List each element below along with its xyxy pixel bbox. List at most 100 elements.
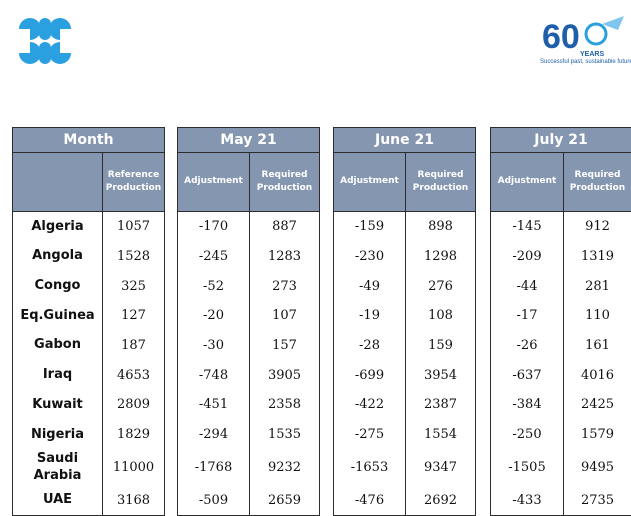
- reference-cell: 187: [121, 338, 146, 354]
- anniversary-logo: 60 YEARS: [540, 12, 630, 72]
- may-adjustment-cell: -294: [198, 427, 229, 443]
- june-adjustment-cell: -699: [354, 367, 385, 383]
- reference-cell: 1057: [116, 219, 151, 235]
- may-required-cell: 2358: [267, 397, 302, 413]
- country-cell: UAE: [42, 492, 73, 508]
- july-adjustment-cell: -250: [512, 427, 542, 443]
- reference-cell: 3168: [116, 492, 151, 508]
- may-required-cell: 3905: [267, 367, 302, 383]
- june-adjustment-cell: -476: [354, 492, 385, 508]
- july-required-cell: 912: [585, 219, 610, 235]
- country-cell: Algeria: [31, 218, 84, 234]
- june-header: June 21: [334, 128, 475, 153]
- may-required-cell: 9232: [267, 460, 302, 475]
- july-adjustment-cell: -209: [512, 249, 542, 265]
- may-panel: May 21 Adjustment Required Production -1…: [177, 127, 320, 516]
- may-required-header: Required Production: [249, 153, 319, 211]
- anniversary-number: 60: [542, 18, 580, 56]
- reference-panel: Month Reference Production Algeria Angola…: [12, 127, 165, 516]
- may-required-cell: 1283: [267, 249, 302, 265]
- july-adjustment-cell: -145: [512, 219, 542, 235]
- anniversary-word: YEARS: [580, 51, 604, 58]
- country-column: Algeria Angola Congo Eq.Guinea Gabon Iraq Kuwa…: [13, 212, 102, 515]
- may-adjustment-cell: -30: [203, 338, 224, 354]
- may-adjustment-cell: -509: [198, 492, 229, 508]
- may-header: May 21: [178, 128, 319, 153]
- june-adjustment-cell: -28: [359, 338, 380, 354]
- country-cell: Iraq: [42, 367, 73, 383]
- may-adjustment-column: -170 -245 -52 -20 -30 -748 -451 -294 -1768 -509: [178, 212, 249, 515]
- reference-cell: 1528: [116, 249, 151, 265]
- may-adjustment-cell: -245: [198, 249, 229, 265]
- country-cell: Eq.Guinea: [20, 307, 95, 323]
- june-required-cell: 3954: [423, 367, 458, 383]
- reference-production-header: Reference Production: [102, 153, 164, 211]
- july-required-cell: 1579: [580, 427, 615, 443]
- june-required-cell: 276: [428, 278, 453, 294]
- may-adjustment-cell: -1768: [194, 460, 233, 475]
- july-required-cell: 1319: [580, 249, 615, 265]
- country-cell: Congo: [34, 278, 81, 294]
- july-required-cell: 2735: [580, 492, 615, 508]
- reference-cell: 2809: [116, 397, 151, 413]
- june-required-column: 898 1298 276 108 159 3954 2387 1554 9347 2692: [405, 212, 475, 516]
- may-required-column: 887 1283 273 107 157 3905 2358 1535 9232 2659: [249, 212, 319, 516]
- country-cell: Kuwait: [32, 396, 83, 412]
- may-required-cell: 107: [272, 308, 297, 324]
- may-required-cell: 887: [272, 219, 297, 235]
- country-cell: Saudi Arabia: [33, 451, 82, 483]
- june-adjustment-cell: -275: [354, 427, 385, 443]
- july-adjustment-column: -145 -209 -44 -17 -26 -637 -384 -250 -1505 -433: [491, 212, 563, 515]
- june-adjustment-cell: -1653: [350, 460, 389, 475]
- june-adjustment-header: Adjustment: [340, 176, 399, 187]
- july-required-column: 912 1319 281 110 161 4016 2425 1579 9495 2735: [563, 212, 631, 516]
- country-cell: Angola: [32, 248, 83, 264]
- june-required-cell: 1298: [423, 249, 458, 265]
- reference-cell: 1829: [116, 427, 151, 443]
- july-required-cell: 4016: [580, 367, 615, 383]
- june-required-cell: 1554: [423, 427, 458, 443]
- june-required-cell: 159: [428, 338, 453, 354]
- july-adjustment-header: Adjustment: [497, 176, 557, 187]
- july-panel: July 21 Adjustment Required Production -…: [490, 127, 631, 516]
- june-adjustment-cell: -230: [354, 249, 385, 265]
- july-adjustment-cell: -384: [512, 397, 542, 413]
- july-required-cell: 161: [585, 338, 610, 354]
- july-adjustment-cell: -26: [516, 338, 538, 354]
- may-required-cell: 2659: [267, 492, 302, 508]
- may-required-cell: 157: [272, 338, 297, 354]
- june-adjustment-cell: -422: [354, 397, 385, 413]
- june-required-cell: 9347: [423, 460, 458, 475]
- country-cell: Gabon: [34, 337, 81, 353]
- reference-column: 1057 1528 325 127 187 4653 2809 1829 11000 3168: [102, 212, 164, 516]
- reference-cell: 11000: [112, 460, 155, 475]
- reference-cell: 4653: [116, 367, 151, 383]
- july-adjustment-cell: -637: [512, 367, 542, 383]
- june-panel: June 21 Adjustment Required Production -…: [333, 127, 476, 516]
- may-adjustment-cell: -52: [203, 278, 224, 294]
- may-adjustment-cell: -20: [203, 308, 224, 324]
- july-required-cell: 110: [585, 308, 610, 324]
- may-adjustment-cell: -170: [198, 219, 229, 235]
- june-required-header: Required Production: [405, 153, 475, 211]
- june-required-cell: 2387: [423, 397, 458, 413]
- may-adjustment-header: Adjustment: [184, 176, 243, 187]
- july-adjustment-cell: -433: [512, 492, 542, 508]
- june-required-cell: 2692: [423, 492, 458, 508]
- july-adjustment-cell: -44: [516, 278, 538, 294]
- month-header: Month: [13, 128, 164, 153]
- june-required-cell: 108: [428, 308, 453, 324]
- june-adjustment-cell: -159: [354, 219, 385, 235]
- july-required-cell: 2425: [580, 397, 615, 413]
- june-required-cell: 898: [428, 219, 453, 235]
- reference-cell: 127: [121, 308, 146, 324]
- may-required-cell: 273: [272, 278, 297, 294]
- may-adjustment-cell: -748: [198, 367, 229, 383]
- july-required-cell: 281: [585, 278, 610, 294]
- june-adjustment-column: -159 -230 -49 -19 -28 -699 -422 -275 -1653 -476: [334, 212, 405, 515]
- june-adjustment-cell: -19: [359, 308, 380, 324]
- july-header: July 21: [491, 128, 631, 153]
- july-adjustment-cell: -17: [516, 308, 538, 324]
- opec-logo-icon: [17, 16, 73, 66]
- july-adjustment-cell: -1505: [508, 460, 546, 475]
